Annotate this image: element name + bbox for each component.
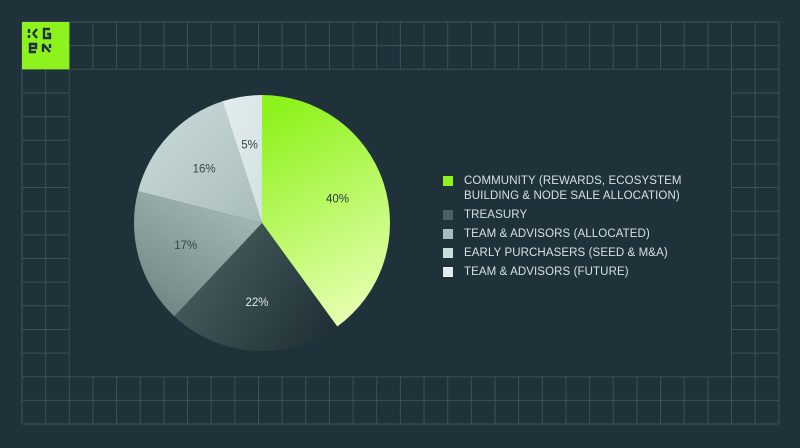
legend-swatch [443, 267, 453, 277]
legend-swatch [443, 176, 453, 186]
pie-slice [134, 191, 262, 317]
legend-swatch [443, 229, 453, 239]
legend-item: COMMUNITY (REWARDS, ECOSYSTEM BUILDING &… [443, 174, 703, 204]
legend-item: TEAM & ADVISORS (FUTURE) [443, 265, 703, 280]
kgen-logo [22, 22, 70, 70]
slice-data-label: 22% [246, 297, 269, 309]
pie-slice [222, 95, 262, 223]
legend-label: COMMUNITY (REWARDS, ECOSYSTEM BUILDING &… [464, 175, 682, 202]
pie-slice [174, 223, 338, 351]
legend-item: EARLY PURCHASERS (SEED & M&A) [443, 246, 703, 261]
legend-label: EARLY PURCHASERS (SEED & M&A) [464, 247, 668, 259]
slice-data-label: 16% [193, 164, 216, 176]
legend-item: TEAM & ADVISORS (ALLOCATED) [443, 227, 703, 242]
pie-slice [262, 95, 390, 327]
slice-data-label: 17% [174, 240, 197, 252]
slice-data-label: 40% [326, 193, 349, 205]
legend-item: TREASURY [443, 208, 703, 223]
legend-label: TREASURY [464, 209, 528, 221]
legend-label: TEAM & ADVISORS (FUTURE) [464, 266, 629, 278]
legend: COMMUNITY (REWARDS, ECOSYSTEM BUILDING &… [443, 174, 703, 284]
legend-swatch [443, 210, 453, 220]
legend-label: TEAM & ADVISORS (ALLOCATED) [464, 228, 650, 240]
slice-data-label: 5% [241, 140, 258, 152]
pie-slice [138, 101, 262, 223]
legend-swatch [443, 248, 453, 258]
